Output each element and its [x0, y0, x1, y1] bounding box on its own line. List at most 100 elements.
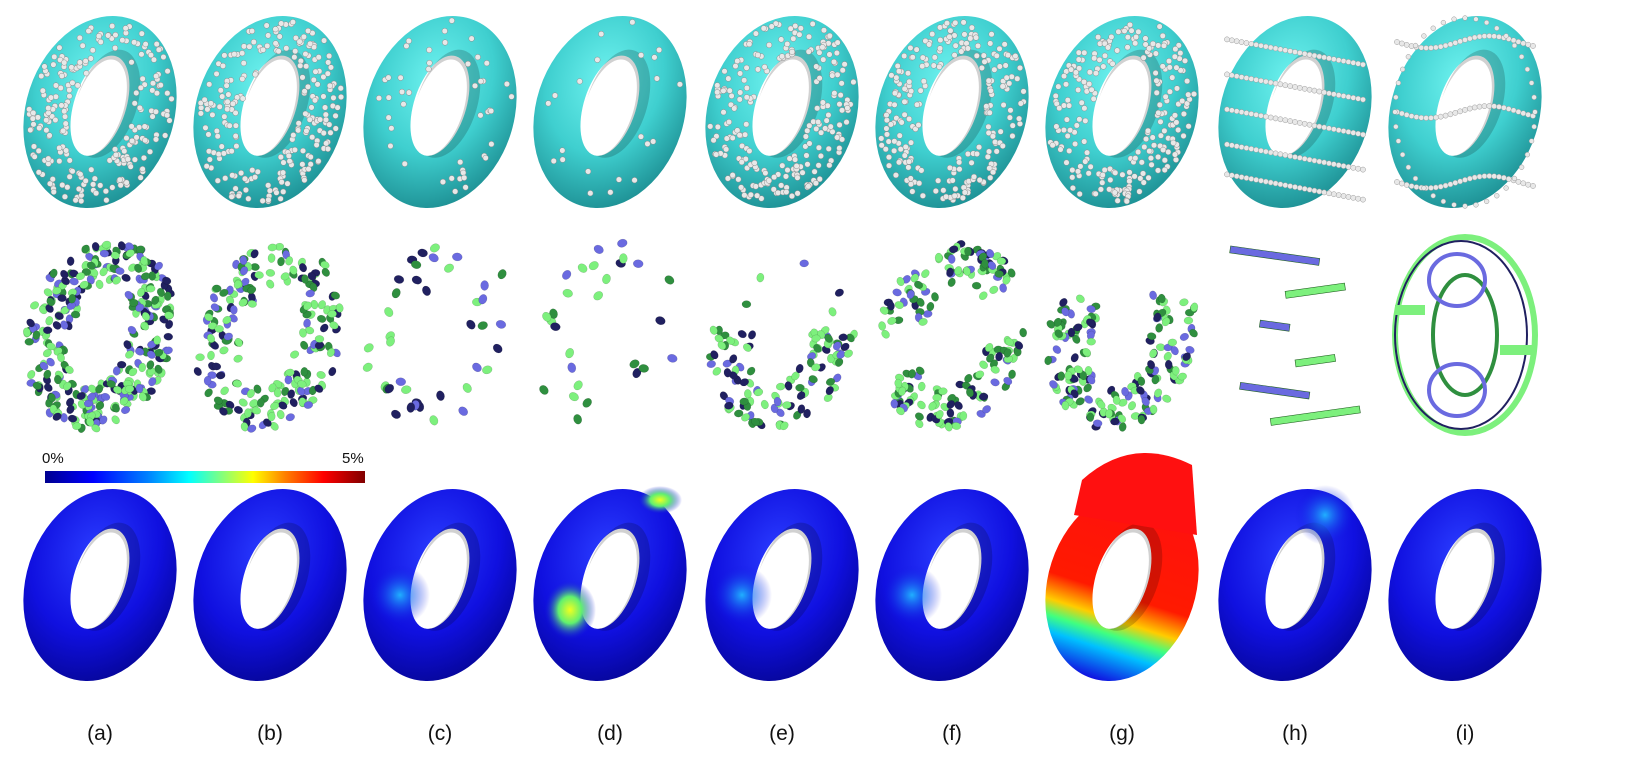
surface-disk	[664, 275, 675, 285]
surface-disk	[395, 377, 406, 386]
sample-point	[550, 157, 557, 165]
sample-point	[398, 88, 406, 95]
sample-point	[326, 121, 333, 128]
surface-disk	[43, 383, 53, 392]
sample-point	[131, 156, 138, 163]
sample-point	[947, 27, 954, 34]
surface-disk	[1167, 338, 1178, 347]
surface-disk	[57, 352, 65, 363]
surface-disk	[1003, 348, 1012, 358]
sample-point	[250, 38, 257, 46]
sample-point	[30, 143, 38, 150]
sample-point	[1169, 74, 1176, 81]
surface-disk	[411, 275, 422, 285]
sample-point	[1403, 182, 1410, 188]
surface-disk	[49, 268, 58, 278]
sample-point	[1335, 57, 1342, 63]
sample-torus-2	[193, 16, 347, 208]
sample-point	[310, 76, 317, 83]
sample-point	[707, 123, 714, 130]
surface-disk	[115, 267, 125, 275]
surface-disk	[946, 400, 955, 409]
sample-point	[133, 134, 140, 141]
sample-point	[1185, 123, 1192, 130]
sample-point	[833, 49, 840, 57]
sample-point	[1008, 73, 1015, 80]
sample-point	[311, 97, 319, 104]
surface-disk	[247, 424, 257, 433]
surface-disk	[1084, 366, 1093, 376]
sample-point	[1476, 103, 1483, 110]
sample-point	[728, 92, 735, 99]
sample-point	[1340, 163, 1347, 169]
sample-point	[1128, 27, 1135, 34]
sample-point	[1114, 47, 1121, 54]
sample-point	[1159, 63, 1166, 70]
sample-point	[1155, 42, 1162, 49]
sample-point	[1152, 50, 1159, 57]
sample-point	[1277, 81, 1284, 88]
sample-point	[1392, 109, 1398, 115]
error-torus-3	[363, 489, 517, 681]
surface-disk	[305, 289, 315, 298]
surface-disk	[299, 263, 307, 273]
surface-disk	[1070, 353, 1079, 363]
surface-disk	[617, 238, 628, 248]
cyan-torus	[875, 16, 1029, 208]
surface-disk	[121, 406, 131, 415]
surface-disk	[238, 398, 248, 407]
sample-point	[909, 188, 916, 195]
surface-disk	[795, 363, 804, 374]
sample-point	[891, 147, 898, 154]
surface-disk	[1164, 359, 1173, 370]
sample-point	[292, 48, 299, 55]
surface-disk	[290, 350, 300, 359]
surface-disk	[135, 347, 145, 356]
sample-point	[388, 125, 395, 132]
surface-disk	[568, 392, 579, 402]
surface-disk	[66, 301, 76, 310]
surface-disk	[1076, 294, 1085, 303]
surface-disk	[1086, 318, 1095, 327]
surface-disk	[45, 316, 54, 326]
sample-point	[105, 32, 112, 39]
sample-point	[232, 122, 239, 129]
sample-point	[1074, 168, 1082, 175]
surface-disk	[784, 381, 793, 391]
surface-disk	[1005, 337, 1014, 347]
error-torus-surface	[193, 489, 347, 681]
sample-point	[1393, 124, 1399, 130]
sample-point	[1395, 138, 1402, 144]
sample-point	[949, 177, 956, 184]
surface-disk	[301, 274, 309, 284]
sample-point	[736, 132, 743, 139]
sample-point	[1171, 151, 1179, 158]
sample-point	[117, 182, 124, 189]
surface-disk	[1096, 400, 1106, 409]
sample-point	[97, 182, 104, 189]
sample-point	[129, 137, 136, 144]
surface-disk	[1073, 365, 1083, 374]
sample-point	[1002, 62, 1009, 69]
sample-point	[1160, 146, 1167, 153]
surface-disk	[300, 340, 309, 350]
sample-point	[839, 107, 846, 114]
sample-point	[322, 111, 329, 118]
sample-point	[1159, 32, 1166, 39]
sample-point	[1345, 94, 1352, 100]
sample-point	[729, 134, 736, 141]
surface-disk	[1049, 380, 1058, 389]
surface-disk	[795, 383, 805, 392]
disk-torus-6	[878, 240, 1027, 432]
sample-point	[1430, 25, 1436, 31]
sample-point	[1413, 114, 1420, 120]
surface-disk	[984, 343, 994, 352]
sample-point	[133, 89, 140, 97]
surface-disk	[944, 422, 953, 432]
sample-point	[295, 120, 302, 127]
surface-disk	[1086, 412, 1095, 422]
sample-point	[260, 46, 267, 53]
sample-point	[746, 147, 753, 155]
surface-disk	[267, 412, 276, 422]
sample-point	[986, 165, 993, 172]
